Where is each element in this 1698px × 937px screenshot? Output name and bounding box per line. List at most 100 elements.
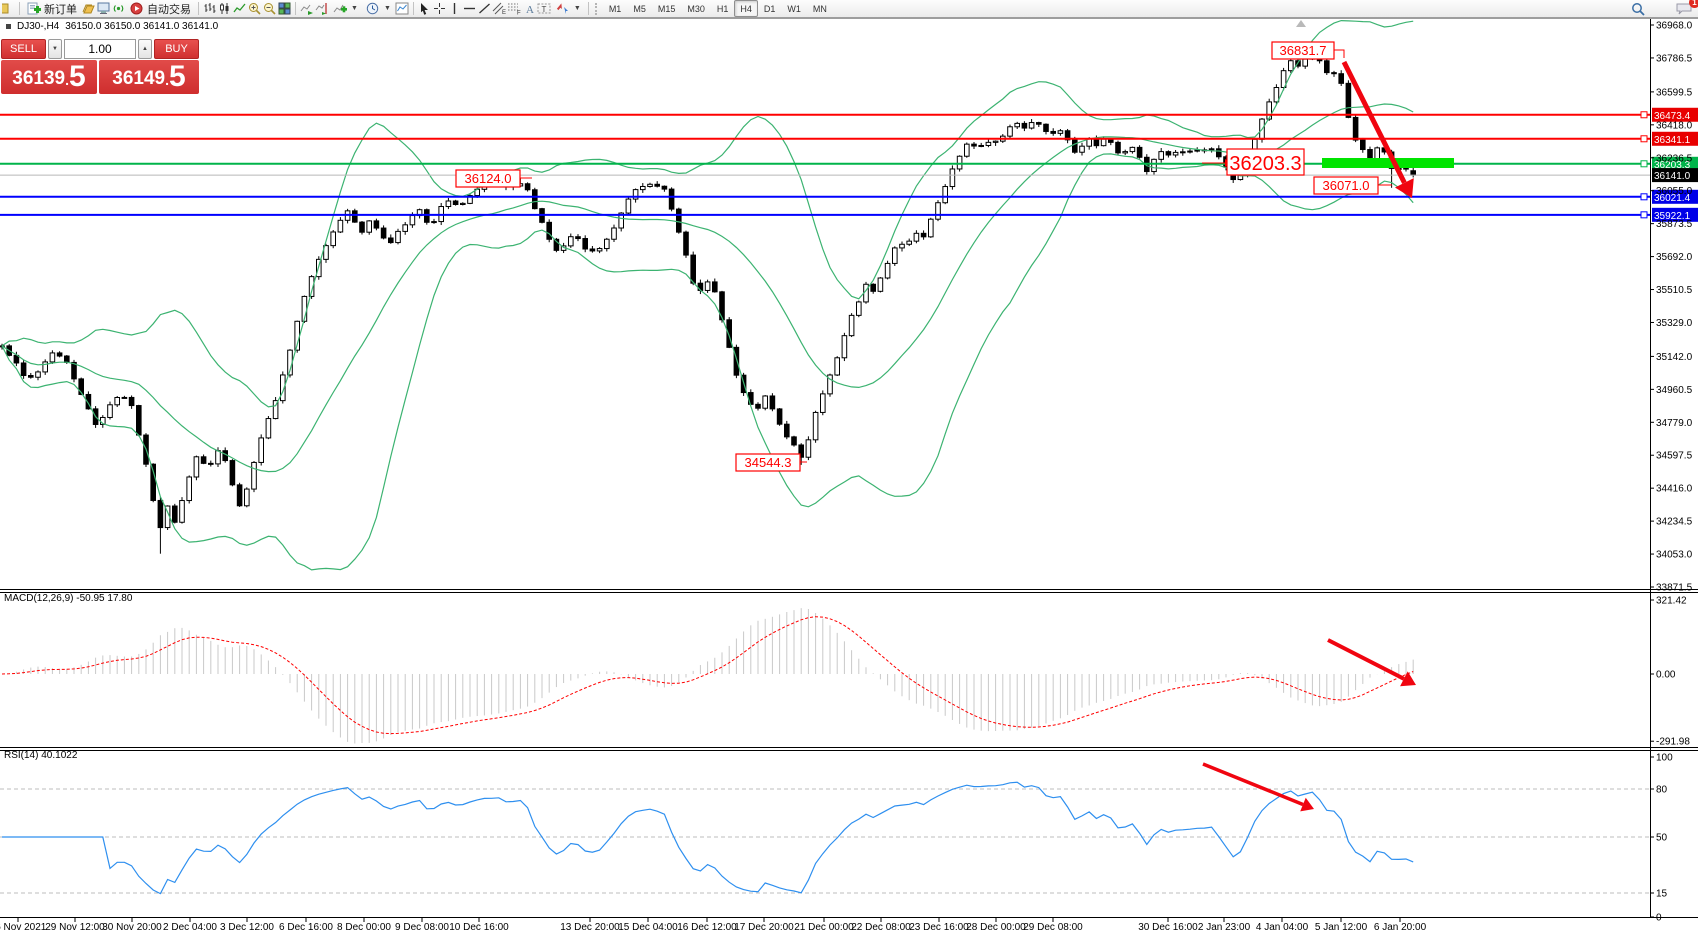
candle-down — [1352, 116, 1359, 141]
candle-down — [1165, 151, 1172, 156]
profiles-icon[interactable] — [81, 2, 96, 16]
timeframe-h4[interactable]: H4 — [734, 0, 758, 17]
signals-icon[interactable] — [111, 2, 126, 16]
timeframe-mn[interactable]: MN — [812, 3, 827, 14]
candle-up — [892, 247, 898, 264]
zoom-out-icon[interactable] — [262, 2, 277, 16]
timeframe-m15[interactable]: M15 — [657, 3, 676, 14]
macd-indicator-label: MACD(12,26,9) -50.95 17.80 — [4, 593, 133, 604]
bollinger-upper — [1, 19, 1414, 408]
volume-decrease-button[interactable]: ▼ — [48, 39, 62, 59]
dropdown-caret-icon: ▼ — [383, 5, 391, 12]
chat-icon[interactable]: 1 — [1674, 0, 1698, 16]
candle-up — [1302, 58, 1309, 67]
candle-up — [1208, 148, 1215, 151]
text-icon[interactable]: A — [522, 2, 537, 16]
candle-down — [733, 346, 740, 376]
sell-button[interactable]: SELL — [1, 39, 46, 59]
buy-button[interactable]: BUY — [154, 39, 199, 59]
auto-scroll-icon[interactable] — [299, 2, 314, 16]
chart-shift-icon[interactable] — [314, 2, 329, 16]
candle-up — [704, 281, 711, 291]
trendline-icon[interactable] — [477, 2, 492, 16]
time-tick-label: 9 Dec 08:00 — [395, 922, 449, 933]
candle-down — [791, 436, 797, 446]
svg-text:A: A — [526, 4, 534, 15]
new-order-button[interactable]: 新订单 — [23, 0, 81, 18]
new-order-icon — [27, 2, 41, 15]
price-badge-label: 36341.1 — [1654, 135, 1691, 146]
scroll-to-end-icon — [1296, 20, 1306, 27]
periods-button[interactable]: ▼ — [362, 0, 395, 18]
timeframe-m30[interactable]: M30 — [687, 3, 705, 14]
candle-down — [1338, 73, 1345, 84]
candle-chart-icon[interactable] — [217, 2, 232, 16]
main-pane-layer — [0, 19, 1417, 571]
volume-input[interactable]: 1.00 — [64, 39, 136, 59]
candle-up — [1194, 149, 1201, 152]
price-tick-label: 34779.0 — [1656, 418, 1693, 429]
price-badge-label: 36203.3 — [1654, 160, 1691, 171]
candle-down — [352, 210, 358, 223]
timeframe-m1[interactable]: M1 — [608, 3, 622, 14]
candle-up — [632, 189, 639, 200]
time-tick-label: 13 Dec 20:00 — [560, 922, 620, 933]
horizontal-line-icon[interactable] — [462, 2, 477, 16]
candle-up — [323, 245, 329, 260]
candle-down — [1093, 138, 1100, 147]
candle-up — [985, 141, 992, 146]
time-tick-label: 16 Dec 12:00 — [677, 922, 737, 933]
buy-price[interactable]: 36149. 5 — [99, 60, 199, 94]
annotation-label: 36124.0 — [465, 171, 512, 186]
text-label-icon[interactable]: T — [537, 2, 552, 16]
zoom-in-icon[interactable] — [247, 2, 262, 16]
candle-down — [28, 375, 34, 378]
svg-text:F: F — [517, 11, 521, 16]
doc-fragment-icon[interactable] — [1, 2, 16, 16]
toolbar-separator — [412, 2, 414, 15]
price-badge-label: 36141.0 — [1654, 171, 1691, 182]
vertical-line-icon[interactable] — [447, 2, 462, 16]
time-tick-label: 21 Dec 00:00 — [794, 922, 854, 933]
candle-down — [78, 378, 85, 395]
rsi-tick-label: 50 — [1656, 833, 1668, 844]
line-end-marker — [1640, 160, 1648, 168]
market-watch-icon[interactable] — [96, 2, 111, 16]
timeframe-h1[interactable]: H1 — [716, 3, 729, 14]
chart-template-icon[interactable] — [395, 2, 410, 16]
annotation-leader — [1334, 49, 1345, 58]
candle-down — [870, 283, 877, 292]
line-chart-icon[interactable] — [232, 2, 247, 16]
candle-down — [683, 231, 689, 256]
candle-up — [395, 230, 401, 244]
candle-down — [1064, 130, 1071, 141]
timeframe-m5[interactable]: M5 — [633, 3, 646, 14]
crosshair-icon[interactable] — [432, 2, 447, 16]
candle-down — [661, 185, 668, 190]
sell-price[interactable]: 36139. 5 — [1, 60, 97, 94]
fibonacci-icon[interactable]: F — [507, 2, 522, 16]
candle-down — [208, 462, 214, 465]
tile-windows-icon[interactable] — [277, 2, 292, 16]
timeframe-d1[interactable]: D1 — [763, 3, 776, 14]
candle-up — [899, 243, 905, 249]
volume-increase-button[interactable]: ▲ — [138, 39, 152, 59]
candle-up — [640, 185, 646, 191]
candle-up — [409, 215, 416, 226]
autotrading-button[interactable]: 自动交易 — [126, 0, 195, 18]
macd-signal-line — [1, 616, 1414, 735]
arrows-button[interactable]: ▼ — [552, 0, 585, 18]
cursor-icon[interactable] — [417, 2, 432, 16]
candle-down — [172, 505, 178, 523]
bar-chart-icon[interactable] — [202, 2, 217, 16]
search-icon[interactable] — [1631, 2, 1646, 16]
line-end-marker — [1640, 135, 1648, 143]
timeframe-w1[interactable]: W1 — [787, 3, 801, 14]
time-tick-label: 22 Dec 08:00 — [851, 922, 911, 933]
symbol-marker-icon — [6, 24, 11, 29]
candle-up — [928, 218, 934, 238]
equidistant-channel-icon[interactable]: E — [492, 2, 507, 16]
add-indicator-button[interactable]: ▼ — [329, 0, 362, 18]
